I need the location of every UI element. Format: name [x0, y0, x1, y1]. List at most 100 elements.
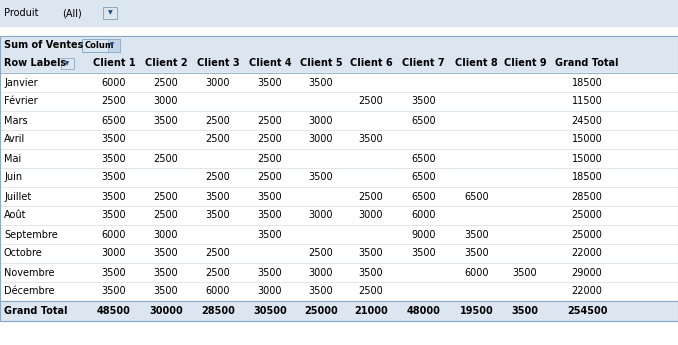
Bar	[0, 111, 678, 130]
Text: 3000: 3000	[308, 135, 334, 145]
Text: 3000: 3000	[308, 116, 334, 126]
Text: 2500: 2500	[258, 135, 282, 145]
Text: 3500: 3500	[205, 191, 231, 201]
Text: 2500: 2500	[258, 154, 282, 164]
Text: 3500: 3500	[154, 116, 178, 126]
Text: 3500: 3500	[411, 248, 436, 258]
Text: Client 9: Client 9	[504, 59, 546, 69]
Text: 2500: 2500	[205, 172, 231, 183]
Text: Client 6: Client 6	[350, 59, 393, 69]
Text: 2500: 2500	[205, 248, 231, 258]
Text: 2500: 2500	[205, 116, 231, 126]
Bar	[0, 206, 678, 225]
Text: 3500: 3500	[258, 229, 282, 239]
Text: 22000: 22000	[572, 248, 603, 258]
Bar	[0, 225, 678, 244]
Text: Mai: Mai	[4, 154, 21, 164]
Text: 3500: 3500	[359, 248, 383, 258]
Text: 3500: 3500	[258, 78, 282, 88]
Text: 3500: 3500	[258, 191, 282, 201]
Bar	[108, 39, 120, 51]
Text: 2500: 2500	[205, 267, 231, 277]
Text: Juillet: Juillet	[4, 191, 31, 201]
Bar	[103, 7, 117, 19]
Bar	[82, 39, 120, 51]
Text: 9000: 9000	[412, 229, 436, 239]
Text: 3500: 3500	[511, 306, 538, 316]
Text: 21000: 21000	[354, 306, 388, 316]
Text: 3500: 3500	[102, 191, 126, 201]
Text: 3000: 3000	[359, 210, 383, 220]
Text: 6000: 6000	[464, 267, 489, 277]
Bar	[0, 92, 678, 111]
Text: Août: Août	[4, 210, 26, 220]
Text: 2500: 2500	[154, 191, 178, 201]
Text: 3500: 3500	[258, 210, 282, 220]
Text: Client 7: Client 7	[402, 59, 445, 69]
Text: 3500: 3500	[308, 286, 334, 296]
Text: Grand Total: Grand Total	[4, 306, 68, 316]
Text: 3500: 3500	[154, 248, 178, 258]
Text: 6500: 6500	[411, 154, 436, 164]
Text: 2500: 2500	[205, 135, 231, 145]
Text: 3500: 3500	[308, 172, 334, 183]
Bar	[0, 244, 678, 263]
Text: 6000: 6000	[102, 229, 126, 239]
Text: Sum of Ventes: Sum of Ventes	[4, 40, 83, 50]
Bar	[0, 73, 678, 92]
Text: Client 8: Client 8	[455, 59, 498, 69]
Text: 3500: 3500	[258, 267, 282, 277]
Text: 30000: 30000	[149, 306, 183, 316]
Text: Avril: Avril	[4, 135, 25, 145]
Text: 15000: 15000	[572, 154, 602, 164]
Bar	[0, 130, 678, 149]
Text: 6500: 6500	[411, 191, 436, 201]
Text: ▼: ▼	[110, 42, 114, 48]
Text: (All): (All)	[62, 8, 82, 18]
Text: Client 1: Client 1	[93, 59, 136, 69]
Text: Colum: Colum	[85, 40, 115, 49]
Text: Février: Février	[4, 97, 37, 107]
Text: 2500: 2500	[258, 116, 282, 126]
Text: 254500: 254500	[567, 306, 607, 316]
Text: 3500: 3500	[308, 78, 334, 88]
Text: 2500: 2500	[102, 97, 126, 107]
Text: 3500: 3500	[464, 248, 489, 258]
Text: 6000: 6000	[205, 286, 231, 296]
Text: 25000: 25000	[304, 306, 338, 316]
Text: 2500: 2500	[154, 78, 178, 88]
Text: Juin: Juin	[4, 172, 22, 183]
Text: 11500: 11500	[572, 97, 602, 107]
Text: 29000: 29000	[572, 267, 602, 277]
Text: 15000: 15000	[572, 135, 602, 145]
Text: 25000: 25000	[572, 229, 603, 239]
Bar	[61, 58, 74, 69]
Text: ▼: ▼	[65, 61, 70, 66]
Text: 3500: 3500	[154, 286, 178, 296]
Text: Client 2: Client 2	[144, 59, 187, 69]
Text: 2500: 2500	[359, 97, 383, 107]
Text: Client 3: Client 3	[197, 59, 239, 69]
Text: 3500: 3500	[205, 210, 231, 220]
Text: 3500: 3500	[411, 97, 436, 107]
Text: 2500: 2500	[359, 286, 383, 296]
Text: Row Labels: Row Labels	[4, 59, 66, 69]
Text: 3500: 3500	[513, 267, 537, 277]
Bar	[0, 187, 678, 206]
Text: 48000: 48000	[407, 306, 441, 316]
Text: 6500: 6500	[102, 116, 126, 126]
Text: 6000: 6000	[412, 210, 436, 220]
Text: Client 5: Client 5	[300, 59, 342, 69]
Bar	[0, 0, 678, 26]
Text: Décembre: Décembre	[4, 286, 54, 296]
Text: 3500: 3500	[102, 172, 126, 183]
Text: 3500: 3500	[359, 267, 383, 277]
Text: 3000: 3000	[308, 210, 334, 220]
Bar	[0, 36, 678, 321]
Text: 3000: 3000	[205, 78, 231, 88]
Text: Grand Total: Grand Total	[555, 59, 619, 69]
Text: 3500: 3500	[154, 267, 178, 277]
Text: 19500: 19500	[460, 306, 494, 316]
Text: 6500: 6500	[411, 116, 436, 126]
Text: 2500: 2500	[308, 248, 334, 258]
